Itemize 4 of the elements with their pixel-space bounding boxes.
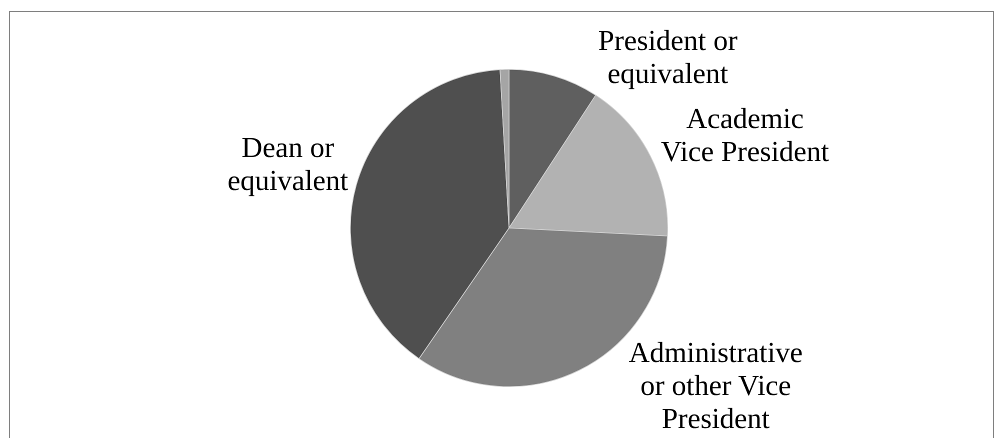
slice-label: Academic Vice President [660,103,830,168]
slice-label: Dean or equivalent [227,132,348,198]
slice-label: Administrative or other Vice President [628,337,803,436]
slice-label: President or equivalent [598,25,738,90]
